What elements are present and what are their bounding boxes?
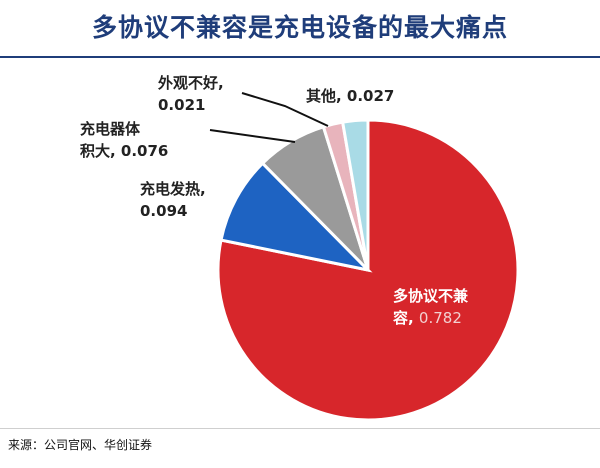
label-size-line2: 积大,: [80, 142, 121, 160]
label-appearance-line1: 外观不好,: [158, 74, 224, 92]
label-appearance-value: 0.021: [158, 96, 206, 114]
slice-heating: [219, 161, 373, 273]
slice-other: [340, 118, 370, 271]
source-note: 来源：公司官网、华创证券: [8, 438, 153, 452]
label-incompatible-line1: 多协议不兼: [393, 287, 469, 305]
label-appearance: 外观不好, 0.021: [158, 72, 224, 116]
leader-line-appearance: [241, 92, 329, 127]
label-size: 充电器体 积大, 0.076: [80, 118, 168, 162]
title-underline: [0, 56, 600, 58]
label-incompatible-value: 0.782: [418, 309, 462, 327]
label-other-line1: 其他,: [306, 87, 347, 105]
label-other-value: 0.027: [346, 87, 395, 105]
leader-line-size: [209, 129, 296, 143]
label-incompatible: 多协议不兼 容, 0.782: [393, 285, 468, 329]
label-size-value: 0.076: [120, 142, 169, 160]
chart-title: 多协议不兼容是充电设备的最大痛点: [91, 13, 508, 42]
slice-incompatible: [216, 118, 520, 422]
label-incompatible-line2: 容,: [393, 309, 419, 327]
label-heating-value: 0.094: [140, 202, 188, 220]
source-divider: [0, 428, 600, 429]
label-heating-line1: 充电发热,: [140, 180, 206, 198]
label-other: 其他, 0.027: [306, 85, 394, 107]
label-size-line1: 充电器体: [80, 120, 141, 138]
label-heating: 充电发热, 0.094: [140, 178, 206, 222]
